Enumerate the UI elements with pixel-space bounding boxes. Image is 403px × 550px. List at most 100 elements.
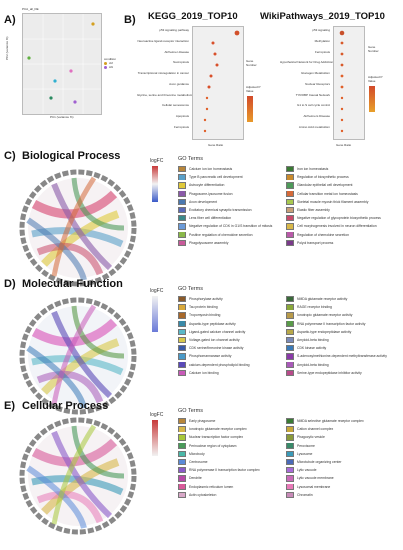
panel-d-logfc: logFC: [150, 288, 164, 294]
go-term-swatch: [178, 239, 186, 246]
go-term-label: NMDA glutamate receptor activity: [297, 297, 348, 302]
go-term-swatch: [178, 312, 186, 319]
go-term-label: Elastic fiber assembly: [297, 208, 330, 213]
go-term-swatch: [286, 190, 294, 197]
go-term-legend-item: Phosphomannanase activity: [178, 353, 280, 360]
go-term-label: Cation channel complex: [297, 427, 334, 432]
go-term-label: Negative regulation of CDK in G1/S trans…: [189, 224, 273, 229]
go-term-label: NMDA selective glutamate receptor comple…: [297, 419, 364, 424]
go-term-legend-item: Lysosome: [286, 450, 388, 457]
go-term-swatch: [178, 190, 186, 197]
go-term-legend-item: Aspartic-type peptidase activity: [178, 320, 280, 327]
go-term-swatch: [286, 296, 294, 303]
kegg-dotplot: [192, 26, 244, 140]
pca-point: [69, 69, 73, 73]
go-term-legend-item: Phagocytic vesicle: [286, 434, 388, 441]
pca-point: [27, 56, 31, 60]
go-term-legend-item: RAGE receptor binding: [286, 304, 388, 311]
panel-d-legend-title: GO Terms: [178, 286, 203, 292]
panel-e-letter: E): [4, 400, 15, 412]
wiki-title: WikiPathways_2019_TOP10: [260, 11, 385, 22]
go-term-label: Perinuclear region of cytoplasm: [189, 443, 237, 448]
go-term-legend-item: RNA polymerase II transcription factor c…: [178, 467, 280, 474]
pca-point: [91, 22, 95, 26]
go-term-swatch: [178, 174, 186, 181]
go-term-swatch: [286, 369, 294, 376]
go-term-swatch: [178, 483, 186, 490]
go-term-swatch: [178, 369, 186, 376]
go-term-legend-item: Ionotropic glutamate receptor activity: [286, 312, 388, 319]
go-term-swatch: [286, 304, 294, 311]
go-term-label: Ligand-gated calcium channel activity: [189, 329, 246, 334]
go-term-legend-item: Aspartic-type endopeptidase activity: [286, 328, 388, 335]
go-term-label: Regulation of biosynthetic process: [297, 175, 349, 180]
go-term-swatch: [286, 426, 294, 433]
go-term-label: Skeletal muscle myosin thick filament as…: [297, 199, 369, 204]
go-term-swatch: [178, 361, 186, 368]
go-term-swatch: [178, 328, 186, 335]
go-term-legend-item: Cation channel complex: [286, 426, 388, 433]
go-term-label: Nuclear transcription factor complex: [189, 435, 244, 440]
panel-e-title: Cellular Process: [22, 400, 109, 412]
panel-e-logfc: logFC: [150, 412, 164, 418]
go-term-legend-item: Iron ion homeostasis: [286, 166, 388, 173]
go-term-legend-item: Cell morphogenesis involved in neuron di…: [286, 223, 388, 230]
go-term-swatch: [286, 336, 294, 344]
go-term-legend-item: Peroxisome: [286, 442, 388, 449]
go-term-legend-item: Chromatin: [286, 491, 388, 498]
go-term-label: S-adenosylmethionine-dependent methyltra…: [297, 354, 387, 359]
go-term-legend-item: S-adenosylmethionine-dependent methyltra…: [286, 353, 388, 360]
panel-a-legend-title: condition: [104, 57, 117, 61]
go-term-legend-item: Microbody: [178, 450, 280, 457]
go-term-swatch: [178, 475, 186, 482]
go-term-swatch: [178, 491, 186, 498]
go-term-swatch: [178, 442, 186, 449]
go-term-label: Excitatory chemical synaptic transmissio…: [189, 208, 252, 213]
go-term-legend-item: Skeletal muscle myosin thick filament as…: [286, 198, 388, 205]
go-term-label: Calcium ion binding: [189, 370, 219, 375]
panel-e-colorbar: [152, 420, 158, 456]
go-term-legend-item: Cellular transition metal ion homeostasi…: [286, 190, 388, 197]
panel-b-letter: B): [124, 14, 136, 26]
panel-a-letter: A): [4, 14, 16, 26]
kegg-term-list: p53 signaling pathway Neuroactive ligand…: [137, 28, 193, 130]
wiki-colorbar: [369, 86, 375, 112]
go-term-legend-item: Astrocyte differentiation: [178, 182, 280, 189]
go-term-swatch: [178, 182, 186, 189]
go-term-swatch: [178, 467, 186, 474]
go-term-legend-item: Microtubule organizing center: [286, 458, 388, 466]
go-term-swatch: [286, 206, 294, 214]
go-term-swatch: [286, 475, 294, 482]
go-term-label: Polyol transport process: [297, 240, 334, 245]
go-term-label: Phosphomannanase activity: [189, 354, 232, 359]
go-term-label: Type B pancreatic cell development: [189, 175, 243, 180]
mf-chord-diagram: [14, 292, 142, 420]
panel-a-xlabel: PC1 (variance %): [50, 115, 74, 119]
go-term-label: Calcium ion ion homeostasis: [189, 167, 233, 172]
go-term-swatch: [178, 353, 186, 360]
kegg-size-legend: Gene Number: [246, 59, 257, 67]
go-term-label: Centrosome: [189, 460, 208, 465]
go-term-legend-item: Centrosome: [178, 458, 280, 466]
go-term-legend-item: Actin cytoskeleton: [178, 491, 280, 498]
go-term-legend-item: Perinuclear region of cytoplasm: [178, 442, 280, 449]
go-term-label: Early phagosome: [189, 419, 216, 424]
go-term-swatch: [178, 450, 186, 457]
go-term-label: Lytic vacuole: [297, 468, 317, 473]
go-term-swatch: [178, 418, 186, 425]
go-term-swatch: [178, 426, 186, 433]
pca-point: [73, 100, 77, 104]
go-term-swatch: [286, 345, 294, 352]
panel-c-colorbar: [152, 166, 158, 202]
go-term-legend-item: Ligand-gated calcium channel activity: [178, 328, 280, 335]
go-term-swatch: [286, 328, 294, 335]
go-term-swatch: [178, 296, 186, 303]
pca-point: [53, 79, 57, 83]
panel-c-logfc: logFC: [150, 158, 164, 164]
go-term-legend-item: Excitatory chemical synaptic transmissio…: [178, 206, 280, 214]
go-term-swatch: [178, 198, 186, 205]
panel-d-legend: Phosphorylase activity NMDA glutamate rec…: [178, 296, 388, 376]
panel-c-legend: Calcium ion ion homeostasis Iron ion home…: [178, 166, 388, 246]
go-term-label: Lysosomal membrane: [297, 484, 331, 489]
go-term-swatch: [178, 231, 186, 238]
